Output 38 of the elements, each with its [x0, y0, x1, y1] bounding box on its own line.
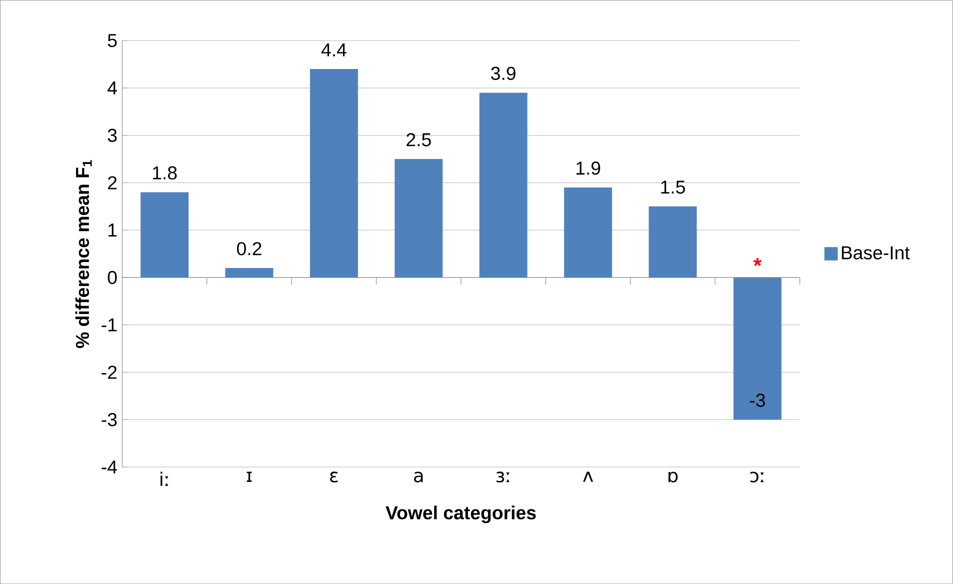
data-label: 3.9 [491, 66, 516, 80]
x-tick-label: ɒ [668, 472, 678, 482]
y-tick-label: 3 [108, 128, 117, 142]
y-tick-label: 5 [108, 34, 117, 47]
bar [564, 187, 612, 278]
y-tick-label: -2 [102, 366, 117, 379]
x-tick-label: ɪ [246, 472, 252, 482]
x-tick-label: ɔː [750, 472, 764, 482]
x-tick-label: ɛ [330, 472, 338, 482]
bar [479, 92, 528, 278]
y-tick-label: -1 [102, 318, 117, 332]
data-label: 4.4 [321, 43, 346, 56]
y-tick-label: -3 [102, 412, 117, 426]
annotation: * [753, 258, 762, 266]
x-tick-label: ʌ [583, 472, 594, 482]
data-label: 2.5 [406, 133, 431, 146]
bar [733, 277, 782, 420]
x-tick-label: a [414, 472, 423, 482]
bar [140, 192, 189, 278]
bar [648, 206, 697, 278]
bar [394, 158, 443, 278]
bar [310, 68, 358, 278]
data-label: 1.8 [153, 166, 177, 180]
data-label: 0.2 [237, 242, 262, 256]
bar [225, 268, 274, 278]
data-label: 1.9 [576, 161, 600, 175]
legend-label: Base-Int [842, 246, 910, 260]
data-label: -3 [750, 394, 765, 407]
y-tick-label: -4 [102, 460, 117, 474]
y-tick-label: 0 [108, 270, 117, 284]
x-tick-label: iː [160, 472, 168, 486]
y-axis-title: % difference mean F$_{1}$ [75, 160, 92, 348]
x-tick-label: ɜː [496, 472, 510, 482]
y-tick-label: 1 [108, 224, 117, 236]
y-tick-label: 4 [108, 81, 117, 94]
x-axis-title: Vowel categories [386, 506, 536, 524]
data-label: 1.5 [661, 180, 685, 194]
y-tick-label: 2 [108, 176, 117, 190]
